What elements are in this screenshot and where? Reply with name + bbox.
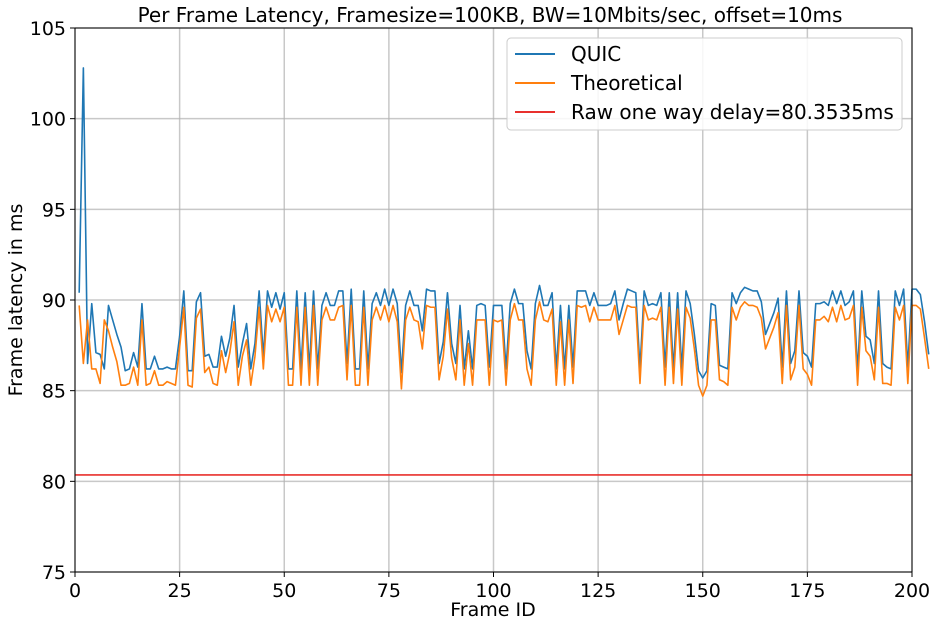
series-line-theoretical	[78, 301, 930, 397]
series-line-quic	[78, 67, 930, 379]
x-tick-label: 175	[789, 580, 825, 602]
chart-title: Per Frame Latency, Framesize=100KB, BW=1…	[138, 3, 843, 27]
legend-box	[506, 37, 903, 131]
x-tick-label: 75	[377, 580, 401, 602]
x-tick-label: 50	[272, 580, 296, 602]
x-tick-label: 25	[168, 580, 192, 602]
y-tick-label: 105	[30, 18, 66, 40]
y-tick-label: 75	[42, 562, 66, 584]
y-tick-label: 100	[30, 109, 66, 131]
x-tick-label: 0	[69, 580, 81, 602]
y-axis-label: Frame latency in ms	[5, 204, 27, 397]
y-tick-label: 85	[42, 381, 66, 403]
x-tick-label: 150	[685, 580, 721, 602]
y-axis-ticks: 75 80 85 90 95 100 105	[30, 18, 75, 584]
legend-label-theoretical: Theoretical	[570, 71, 683, 95]
x-tick-label: 100	[475, 580, 511, 602]
x-tick-label: 125	[580, 580, 616, 602]
x-axis-ticks: 0 25 50 75 100 125 150 175 200	[69, 572, 930, 602]
y-tick-label: 95	[42, 199, 66, 221]
x-tick-label: 200	[894, 580, 930, 602]
legend-label-raw-delay: Raw one way delay=80.3535ms	[571, 100, 894, 124]
legend-label-quic: QUIC	[571, 42, 621, 66]
x-axis-label: Frame ID	[450, 599, 535, 621]
series-lines	[75, 67, 930, 476]
y-tick-label: 80	[42, 471, 66, 493]
legend: QUIC Theoretical Raw one way delay=80.35…	[506, 37, 903, 131]
y-tick-label: 90	[42, 290, 66, 312]
